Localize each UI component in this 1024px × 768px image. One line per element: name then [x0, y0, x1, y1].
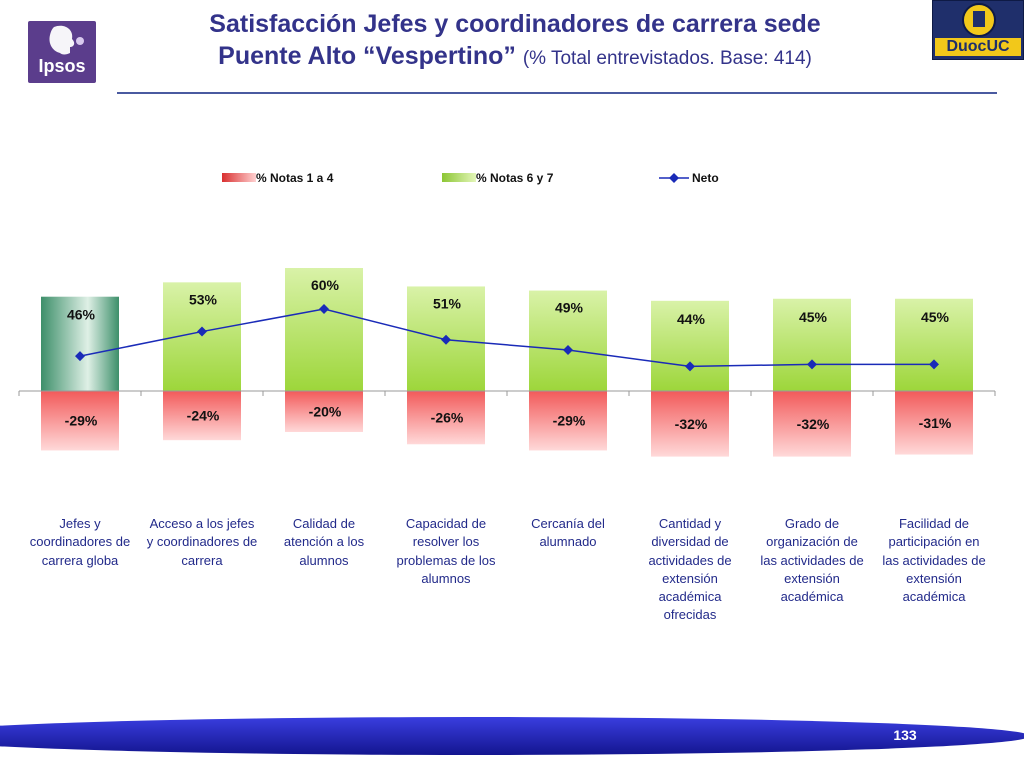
ipsos-head-icon: [49, 25, 84, 55]
category-label-line: problemas de los: [396, 552, 496, 568]
data-label-negative: -29%: [553, 413, 586, 429]
category-label-line: ofrecidas: [663, 607, 717, 623]
category-label-line: extensión: [784, 570, 840, 586]
bar-negative: [529, 391, 607, 451]
category-label: Facilidad de participación en las activida…: [876, 515, 992, 606]
category-label: Calidad de atención a los alumnos: [266, 515, 382, 570]
category-label-line: alumnos: [299, 552, 349, 568]
ipsos-wordmark: Ipsos: [38, 56, 86, 76]
title-line-2-main: Puente Alto “Vespertino”: [218, 42, 516, 70]
data-label-negative: -20%: [309, 404, 342, 420]
category-label-line: Cantidad y: [658, 516, 722, 531]
category-label-line: y coordinadores de: [146, 534, 258, 550]
data-label-negative: -32%: [797, 416, 830, 432]
bar-negative: [773, 391, 851, 457]
bar-positive: [41, 296, 119, 391]
bar-negative: [163, 391, 241, 441]
category-label-line: diversidad de: [651, 534, 729, 550]
neto-point: [319, 304, 329, 314]
legend-label-notas-1-4: % Notas 1 a 4: [256, 171, 334, 185]
category-label-line: coordinadores de: [29, 534, 131, 550]
page-title: Satisfacción Jefes y coordinadores de ca…: [110, 8, 920, 75]
bar-negative: [407, 391, 485, 445]
category-label-line: carrera globa: [41, 552, 119, 568]
data-label-negative: -32%: [675, 416, 708, 432]
neto-point: [929, 359, 939, 370]
title-line-2: Puente Alto “Vespertino” (% Total entrev…: [110, 40, 920, 75]
category-label: Acceso a los jefes y coordinadores de carr…: [144, 515, 260, 570]
category-label: Jefes y coordinadores de carrera globa: [22, 515, 138, 570]
category-label-line: Cercanía del: [531, 516, 605, 531]
category-label: Cercanía del alumnado: [510, 515, 626, 552]
category-label-line: actividades de: [648, 552, 732, 568]
bar-positive: [651, 300, 729, 391]
category-label-line: Grado de: [784, 516, 840, 531]
data-label-positive: 49%: [555, 300, 584, 316]
category-label-line: carrera: [181, 552, 223, 568]
ipsos-logo: Ipsos: [28, 21, 96, 83]
data-label-positive: 45%: [799, 309, 828, 325]
category-label-line: académica: [780, 589, 844, 605]
bar-positive: [895, 298, 973, 391]
subtitle: (% Total entrevistados. Base: 414): [522, 48, 812, 69]
category-label: Grado de organización de las actividades d…: [754, 515, 870, 606]
data-label-negative: -29%: [65, 413, 98, 429]
duoc-crest-icon: [962, 3, 996, 37]
category-label-line: las actividades de: [882, 552, 986, 568]
neto-point: [807, 359, 817, 370]
category-label-line: participación en: [888, 534, 980, 550]
category-label-line: extensión: [662, 570, 718, 586]
category-label-line: Facilidad de: [898, 516, 970, 531]
bar-positive: [773, 298, 851, 391]
category-label-line: Capacidad de: [405, 516, 487, 531]
title-divider: [117, 92, 997, 94]
data-label-positive: 45%: [921, 309, 950, 325]
bar-positive: [285, 268, 363, 391]
neto-point: [563, 345, 573, 355]
title-line-1: Satisfacción Jefes y coordinadores de ca…: [209, 10, 821, 38]
bar-negative: [651, 391, 729, 457]
neto-point: [685, 361, 695, 372]
duoc-wordmark: DuocUC: [935, 38, 1021, 56]
category-label-line: alumnado: [539, 534, 597, 550]
data-label-positive: 53%: [189, 291, 218, 307]
category-label-line: alumnos: [421, 570, 471, 586]
chart: % Notas 1 a 4 % Notas 6 y 7 Neto 46% -29% 53%…: [18, 171, 996, 457]
legend-label-notas-6-7: % Notas 6 y 7: [476, 171, 554, 185]
neto-point: [75, 351, 85, 362]
category-label: Capacidad de resolver los problemas de los…: [388, 515, 504, 588]
category-label-line: Calidad de: [292, 516, 356, 531]
category-label-line: Jefes y: [59, 516, 101, 531]
neto-point: [197, 326, 207, 337]
category-label-line: Acceso a los jefes: [149, 516, 255, 531]
bar-positive: [529, 290, 607, 391]
page-number: 133: [893, 727, 917, 743]
duoc-logo: DuocUC: [932, 0, 1024, 60]
category-label-line: las actividades de: [760, 552, 864, 568]
footer-band: [0, 717, 1024, 755]
data-label-negative: -31%: [919, 415, 952, 431]
bar-negative: [41, 391, 119, 451]
category-label-line: académica: [902, 589, 966, 605]
neto-line: [79, 308, 934, 368]
legend-swatch-notas-6-7: [442, 173, 476, 182]
data-label-negative: -26%: [431, 410, 464, 426]
data-label-positive: 44%: [677, 311, 706, 327]
category-label: Cantidad y diversidad de actividades de ext…: [632, 515, 748, 625]
data-label-positive: 51%: [433, 295, 462, 311]
legend-swatch-notas-1-4: [222, 173, 256, 182]
category-label-line: atención a los: [283, 534, 365, 550]
category-label-line: organización de: [766, 534, 858, 550]
data-label-negative: -24%: [187, 408, 220, 424]
legend-marker-neto: [669, 173, 679, 183]
bar-negative: [895, 391, 973, 455]
data-label-positive: 46%: [67, 307, 96, 323]
category-label-line: académica: [658, 589, 722, 605]
legend-label-neto: Neto: [692, 171, 719, 185]
category-label-line: resolver los: [412, 534, 480, 550]
neto-point: [441, 334, 451, 345]
data-label-positive: 60%: [311, 277, 340, 293]
category-label-line: extensión: [906, 570, 962, 586]
bar-negative: [285, 391, 363, 432]
